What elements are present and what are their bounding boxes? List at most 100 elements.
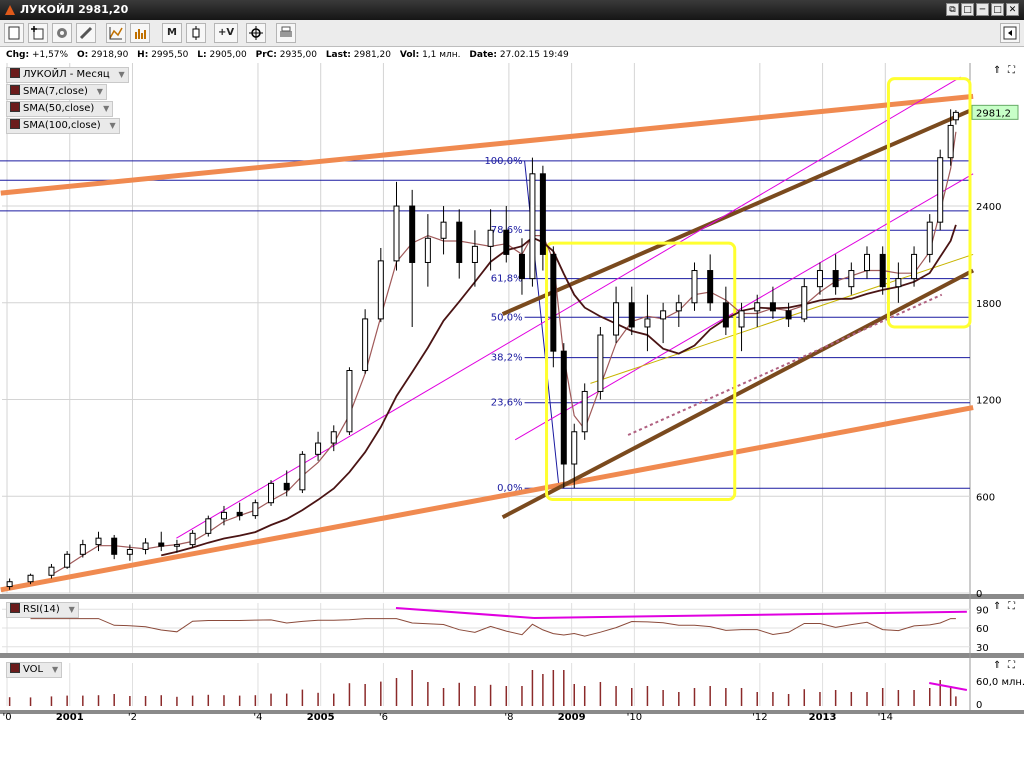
volume-button[interactable]: +V: [214, 23, 238, 43]
fib-level-label: 0,0%: [497, 483, 522, 494]
candle-body: [675, 302, 682, 312]
last-price-marker: [971, 104, 1019, 120]
candle-icon: [192, 26, 200, 40]
open-value: 2918,90: [91, 50, 129, 60]
candle-body: [503, 229, 510, 255]
candle-body: [330, 431, 337, 444]
close-window-button[interactable]: ✕: [1006, 3, 1019, 16]
last-value: 2981,20: [353, 50, 391, 60]
legend-rsi-label: RSI(14): [23, 604, 60, 615]
candle-body: [801, 286, 808, 320]
quote-info-bar: Chg: +1,57% O: 2918,90 H: 2995,50 L: 290…: [0, 47, 1024, 64]
legend-sma50-label: SMA(50,close): [23, 103, 95, 114]
panel-separator: [0, 653, 1024, 658]
collapse-panel-button[interactable]: [1000, 23, 1020, 43]
chg-value: +1,57%: [31, 50, 69, 60]
candle-body: [268, 482, 275, 504]
candle-body: [64, 553, 71, 568]
settings-button[interactable]: [52, 23, 72, 43]
candle-body: [518, 253, 525, 280]
tile-window-button[interactable]: □: [961, 3, 974, 16]
maximize-window-button[interactable]: □: [991, 3, 1004, 16]
prev-close-value: 2935,00: [279, 50, 317, 60]
candle-body: [539, 173, 546, 255]
legend-sma7[interactable]: SMA(7,close) ▼: [6, 84, 107, 100]
indicators-button[interactable]: [106, 23, 126, 43]
candle-body: [95, 537, 102, 546]
y-tick-label: 1200: [976, 396, 1001, 407]
vol-panel-up-button[interactable]: ⇑: [993, 660, 1002, 671]
panel-separator: [0, 710, 1024, 714]
y-tick-label: 1800: [976, 299, 1001, 310]
minimize-window-button[interactable]: ─: [976, 3, 989, 16]
candle-body: [487, 229, 494, 247]
candle-button[interactable]: [186, 23, 206, 43]
candle-body: [283, 482, 290, 491]
period-button[interactable]: M: [162, 23, 182, 43]
candle-body: [926, 221, 933, 255]
add-button[interactable]: [28, 23, 48, 43]
legend-swatch: [10, 85, 20, 95]
x-tick-label: 2013: [809, 712, 837, 723]
x-tick-label: '8: [504, 712, 513, 723]
legend-sma100[interactable]: SMA(100,close) ▼: [6, 118, 120, 134]
legend-vol[interactable]: VOL ▼: [6, 662, 63, 678]
rsi-panel-up-button[interactable]: ⇑: [993, 601, 1002, 612]
price-panel-expand-button[interactable]: ⛶: [1008, 65, 1015, 76]
candle-body: [205, 518, 212, 534]
chevron-down-icon: ▼: [103, 104, 110, 113]
fib-level-label: 100,0%: [484, 156, 522, 167]
legend-sma50[interactable]: SMA(50,close) ▼: [6, 101, 114, 117]
chevron-down-icon: ▼: [96, 87, 103, 96]
chevron-down-icon: ▼: [109, 121, 116, 130]
candle-body: [947, 124, 954, 159]
olive-trendline: [590, 253, 974, 384]
candle-body: [409, 205, 416, 263]
volume-label: Vol:: [399, 50, 420, 60]
candle-body: [785, 310, 792, 320]
print-button[interactable]: [276, 23, 296, 43]
bars-button[interactable]: [130, 23, 150, 43]
fib-level-label: 38,2%: [491, 353, 523, 364]
new-chart-button[interactable]: [4, 23, 24, 43]
candle-body: [864, 253, 871, 272]
price-panel-up-button[interactable]: ⇑: [993, 65, 1002, 76]
candle-body: [424, 237, 431, 263]
price-panel-bg: [0, 63, 1024, 593]
fib-level-label: 50,0%: [491, 312, 523, 323]
crosshair-button[interactable]: [246, 23, 266, 43]
y-tick-label: 0: [976, 589, 982, 600]
panel-arrow-icon: [1003, 26, 1017, 40]
float-window-button[interactable]: ⧉: [946, 3, 959, 16]
x-tick-label: 2001: [56, 712, 84, 723]
chevron-down-icon: ▼: [118, 70, 125, 79]
chevron-down-icon: ▼: [68, 605, 75, 614]
candle-body: [346, 370, 353, 433]
legend-swatch: [10, 663, 20, 673]
candle-body: [6, 581, 13, 588]
candle-body: [816, 270, 823, 288]
gear-icon: [57, 28, 67, 38]
candle-body: [895, 278, 902, 288]
volume-tick-label: 0: [976, 700, 982, 711]
legend-sma7-label: SMA(7,close): [23, 86, 88, 97]
vol-panel-expand-button[interactable]: ⛶: [1008, 660, 1015, 671]
legend-instrument[interactable]: ЛУКОЙЛ - Месяц ▼: [6, 67, 129, 83]
last-label: Last:: [325, 50, 351, 60]
candle-body: [628, 302, 635, 328]
legend-rsi[interactable]: RSI(14) ▼: [6, 602, 79, 618]
candle-body: [236, 511, 243, 517]
y-tick-label: 600: [976, 492, 995, 503]
support-trendline: [0, 405, 974, 593]
legend-swatch: [10, 102, 20, 112]
candle-body: [832, 270, 839, 288]
candle-body: [911, 253, 918, 280]
candle-body: [189, 532, 196, 546]
rsi-line: [30, 618, 956, 637]
fib-level-label: 61,8%: [491, 274, 523, 285]
price-chart[interactable]: '0 2001'2'4 2005'6'8 2009'10'12 2013'1406001…: [0, 63, 1024, 768]
rsi-panel-expand-button[interactable]: ⛶: [1008, 601, 1015, 612]
pencil-button[interactable]: [76, 23, 96, 43]
legend-swatch: [10, 119, 20, 129]
volume-trendline: [929, 682, 968, 691]
